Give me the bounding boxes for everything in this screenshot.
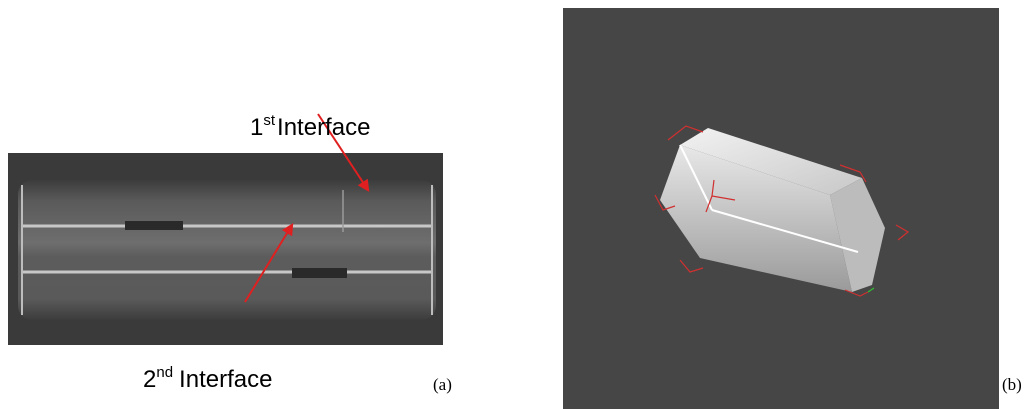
annotation-number: 1 xyxy=(250,114,263,141)
box-side xyxy=(830,178,885,292)
annotation: 2nd Interface xyxy=(143,364,272,393)
panel-b: (b) xyxy=(563,8,1022,409)
annotation-suffix: st xyxy=(263,112,276,129)
void xyxy=(292,268,347,278)
annotation-suffix: nd xyxy=(156,364,173,381)
panel-label: (b) xyxy=(1002,375,1022,394)
bounding-markers xyxy=(654,125,910,297)
annotation-text: Interface xyxy=(277,114,370,141)
box-front xyxy=(660,145,852,292)
panel-label: (a) xyxy=(433,375,452,394)
panel-a: 1stInterface 2nd Interface (a) xyxy=(8,112,452,394)
axis-marker xyxy=(867,287,875,293)
annotation: 1stInterface xyxy=(250,112,370,141)
void xyxy=(125,221,183,230)
box-top xyxy=(680,128,862,195)
arrow xyxy=(317,113,370,193)
box-edge xyxy=(679,144,713,211)
annotation-text: Interface xyxy=(179,366,272,393)
arrow xyxy=(244,222,294,303)
ct-slice-specimen xyxy=(18,180,436,320)
annotation-number: 2 xyxy=(143,366,156,393)
box-edge xyxy=(711,209,859,253)
